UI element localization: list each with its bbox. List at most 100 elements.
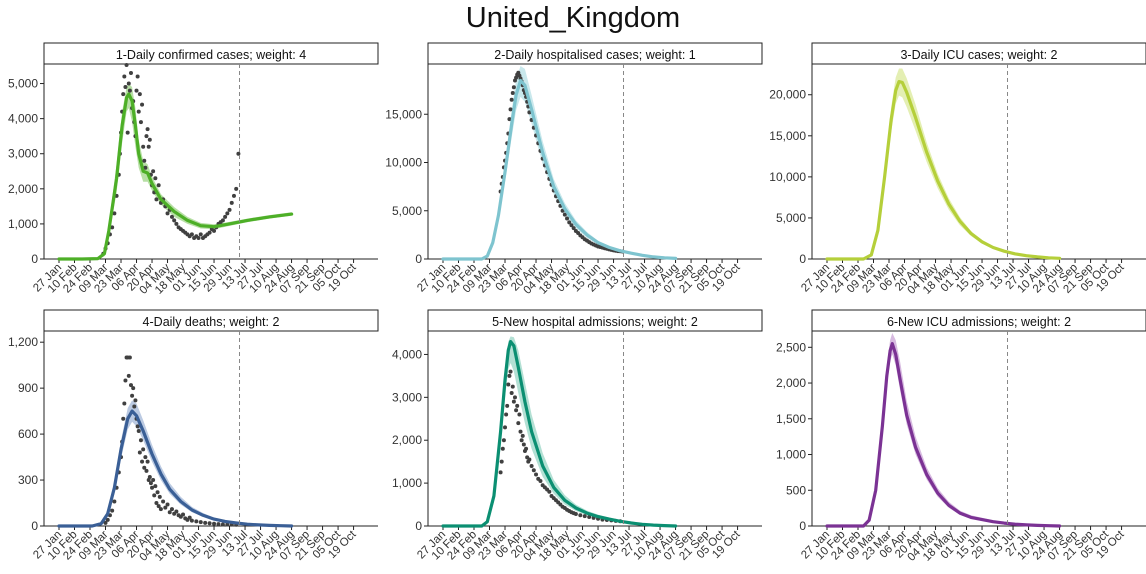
observation-point: [518, 429, 523, 434]
observation-point: [194, 519, 199, 524]
y-tick-label: 3,000: [392, 390, 422, 404]
panel-5: 5-New hospital admissions; weight: 2 0 1,0…: [392, 309, 763, 564]
observation-point: [121, 92, 126, 97]
observation-point: [141, 447, 146, 452]
observation-point: [567, 220, 572, 225]
observation-point: [172, 218, 177, 223]
panel-strip: [43, 309, 379, 332]
panel-title: 6-New ICU admissions; weight: 2: [887, 315, 1071, 329]
observation-point: [147, 474, 152, 479]
panel-strip: [427, 42, 763, 65]
observation-point: [144, 468, 149, 473]
y-tick-label: 0: [415, 519, 422, 533]
observation-point: [146, 478, 151, 483]
observation-point: [140, 102, 145, 107]
observation-point: [131, 386, 136, 391]
observation-point: [137, 92, 142, 97]
panel-2: 2-Daily hospitalised cases; weight: 1 0 5,…: [385, 42, 763, 297]
observation-point: [154, 501, 159, 506]
panel-strip: [43, 42, 379, 65]
observation-point: [157, 494, 162, 499]
observation-point: [137, 450, 142, 455]
observation-point: [519, 438, 524, 443]
observation-point: [125, 130, 130, 135]
y-tick-label: 2,000: [776, 376, 806, 390]
y-tick-label: 600: [18, 427, 38, 441]
observation-point: [136, 429, 141, 434]
y-tick-label: 2,000: [392, 433, 422, 447]
observation-point: [112, 211, 117, 216]
observation-point: [122, 74, 127, 79]
observation-point: [151, 478, 156, 483]
y-tick-label: 15,000: [769, 129, 806, 143]
observation-point: [515, 403, 520, 408]
observation-point: [134, 88, 139, 93]
observation-point: [151, 169, 156, 174]
y-tick-label: 2,000: [8, 182, 38, 196]
observation-point: [141, 144, 146, 149]
y-tick-label: 5,000: [8, 77, 38, 91]
observation-point: [110, 225, 115, 230]
panel-title: 2-Daily hospitalised cases; weight: 1: [494, 48, 696, 62]
y-tick-label: 10,000: [385, 156, 422, 170]
observation-point: [587, 514, 592, 519]
panel-title: 5-New hospital admissions; weight: 2: [492, 315, 698, 329]
uncertainty-band: [443, 336, 676, 526]
observation-point: [538, 478, 543, 483]
observation-point: [220, 218, 225, 223]
observation-point: [136, 109, 141, 114]
observation-point: [501, 438, 506, 443]
observation-point: [167, 510, 172, 515]
y-tick-label: 10,000: [769, 170, 806, 184]
y-tick-label: 5,000: [392, 204, 422, 218]
observation-point: [516, 421, 521, 426]
observation-point: [126, 81, 131, 86]
observation-point: [509, 391, 514, 396]
observation-point: [212, 521, 217, 526]
panel-title: 1-Daily confirmed cases; weight: 4: [116, 48, 306, 62]
fit-line: [441, 78, 678, 261]
observation-point: [143, 165, 148, 170]
observation-point: [153, 176, 158, 181]
observation-point: [234, 186, 239, 191]
y-tick-label: 4,000: [8, 112, 38, 126]
observation-point: [123, 378, 128, 383]
observation-point: [562, 212, 567, 217]
observation-point: [174, 221, 179, 226]
observation-point: [130, 393, 135, 398]
observation-point: [110, 508, 115, 513]
observation-point: [524, 446, 529, 451]
panel-6: 6-New ICU admissions; weight: 2 0 500 1,000…: [776, 309, 1146, 564]
observation-point: [547, 489, 552, 494]
observation-point: [521, 442, 526, 447]
y-tick-label: 1,500: [776, 412, 806, 426]
uncertainty-band: [443, 66, 676, 259]
observation-point: [122, 401, 127, 406]
observation-point: [132, 404, 137, 409]
observation-point: [127, 88, 132, 93]
observation-point: [196, 235, 201, 240]
observation-point: [207, 230, 212, 235]
observation-point: [135, 74, 140, 79]
observation-point: [198, 520, 203, 525]
panel-4: 4-Daily deaths; weight: 2 0 300 600 900 1,200…: [8, 309, 379, 564]
y-tick-label: 1,000: [392, 476, 422, 490]
observation-point: [127, 355, 132, 360]
observation-point: [569, 223, 574, 228]
observation-point: [216, 522, 221, 527]
observation-point: [236, 151, 241, 156]
panel-3: 3-Daily ICU cases; weight: 2 0 5,000 10,000…: [769, 42, 1146, 297]
observation-point: [529, 463, 534, 468]
uncertainty-band: [827, 68, 1060, 259]
panel-1: 1-Daily confirmed cases; weight: 4 0 1,000…: [8, 42, 379, 297]
observation-point: [510, 384, 515, 389]
observation-point: [505, 403, 510, 408]
observation-point: [140, 459, 145, 464]
y-tick-label: 2,500: [776, 340, 806, 354]
observation-point: [146, 144, 151, 149]
observation-point: [155, 490, 160, 495]
observation-point: [163, 505, 168, 510]
observation-point: [158, 507, 163, 512]
observation-point: [152, 493, 157, 498]
